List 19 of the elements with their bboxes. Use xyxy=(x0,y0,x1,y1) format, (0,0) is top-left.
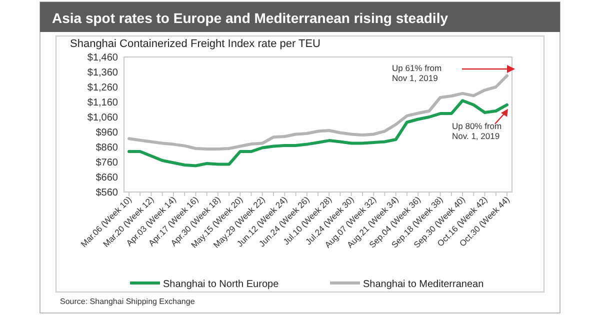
y-tick-label: $1,160 xyxy=(87,98,118,108)
legend-label: Shanghai to Mediterranean xyxy=(363,279,484,290)
chart-subtitle: Shanghai Containerized Freight Index rate per TEU xyxy=(70,38,321,50)
y-tick-label: $560 xyxy=(96,188,118,198)
y-tick-label: $1,260 xyxy=(87,82,118,94)
y-tick-label: $960 xyxy=(96,128,118,138)
y-tick-label: $660 xyxy=(96,172,118,184)
chart-title: Asia spot rates to Europe and Mediterranean rising steadily xyxy=(52,10,448,26)
y-tick-label: $760 xyxy=(96,158,118,168)
y-tick-label: $1,460 xyxy=(87,52,118,64)
annotation: Up 80% from Nov. 1, 2019 xyxy=(452,120,502,141)
y-tick-label: $1,060 xyxy=(87,112,118,124)
y-tick-label: $860 xyxy=(96,142,118,154)
source-note: Source: Shanghai Shipping Exchange xyxy=(60,297,196,306)
y-tick-label: $1,360 xyxy=(87,68,118,78)
line-series xyxy=(128,99,508,168)
legend-label: Shanghai to North Europe xyxy=(163,279,280,290)
line-series xyxy=(128,74,508,150)
annotation: Up 61% from Nov 1, 2019 xyxy=(392,63,442,83)
